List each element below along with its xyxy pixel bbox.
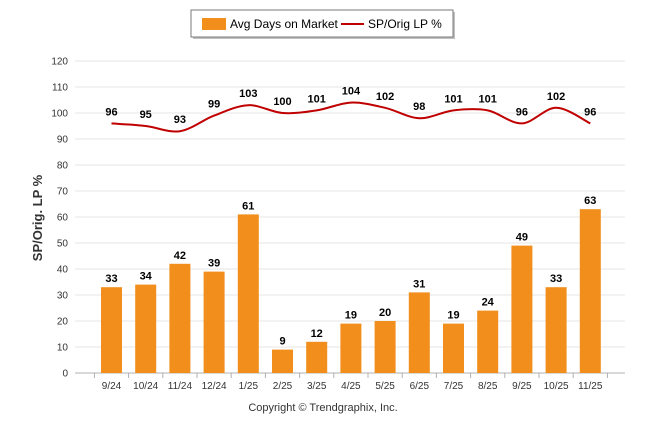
x-tick-label: 6/25 [410,381,430,392]
bar-value-label: 19 [447,310,459,322]
x-tick-label: 3/25 [307,381,327,392]
y-tick-label: 10 [57,343,69,354]
line-value-label: 101 [444,93,462,105]
bar-value-label: 12 [311,328,323,340]
bar-value-label: 20 [379,307,391,319]
line-value-label: 93 [174,114,186,126]
x-tick-label: 10/24 [133,381,158,392]
bar-10-25 [545,287,567,373]
legend: Avg Days on Market SP/Orig LP % [190,9,455,39]
bar-data-labels: 33 34 42 39 61 9 12 19 20 31 19 24 49 33 63 [105,195,596,347]
y-tick-label: 0 [62,369,68,380]
x-tick-label: 5/25 [375,381,395,392]
line-value-label: 101 [479,93,497,105]
bar-9-24 [101,287,122,373]
y-tick-label: 40 [57,265,69,276]
bar-1-25 [237,214,259,373]
bar-value-label: 19 [345,310,357,322]
bar-11-24 [169,263,191,373]
y-tick-label: 60 [57,213,69,224]
bar-11-25 [579,209,601,373]
bar-12-24 [203,271,225,373]
bar-8-25 [477,310,499,373]
y-tick-label: 110 [52,83,68,94]
x-tick-label: 4/25 [341,381,361,392]
x-tick-label: 11/25 [578,381,603,392]
legend-item-days-on-market: Avg Days on Market [230,17,338,31]
line-value-label: 104 [342,86,361,98]
y-tick-label: 120 [51,57,68,68]
bar-2-25 [272,349,293,373]
line-series [111,101,591,133]
y-tick-label: 20 [57,317,69,328]
y-tick-label: 100 [51,109,68,120]
line-data-labels: 96 95 93 99 103 100 101 104 102 98 101 101 96 102 96 [105,86,596,127]
bar-value-label: 31 [413,278,425,290]
bar-value-label: 49 [516,232,528,244]
line-value-label: 95 [140,109,152,121]
line-value-label: 100 [273,96,291,108]
line-value-label: 102 [547,91,565,103]
x-tick-label: 8/25 [478,381,498,392]
bar-series [101,209,601,373]
line-value-label: 102 [376,91,394,103]
bar-value-label: 34 [140,271,153,283]
bar-value-label: 39 [208,258,220,270]
bar-value-label: 33 [550,273,562,285]
copyright-text: Copyright © Trendgraphix, Inc. [248,402,398,414]
bar-value-label: 42 [174,250,186,262]
x-tick-label: 1/25 [239,381,259,392]
y-tick-label: 80 [57,161,69,172]
bar-6-25 [408,292,430,373]
line-value-label: 103 [239,88,257,100]
y-tick-label: 90 [57,135,69,146]
bar-value-label: 9 [279,336,285,348]
x-tick-label: 12/24 [202,381,227,392]
x-tick-label: 9/25 [512,381,532,392]
x-tick-label: 2/25 [273,381,293,392]
x-tick-label: 10/25 [544,381,569,392]
bar-7-25 [443,323,464,373]
bar-10-24 [135,284,157,373]
legend-bar-swatch [202,18,226,30]
sp-orig-lp-line [111,101,591,133]
bar-value-label: 63 [584,195,596,207]
line-value-label: 96 [516,106,528,118]
bar-value-label: 24 [482,297,495,309]
bar-value-label: 33 [105,273,117,285]
y-axis-ticks: 0 10 20 30 40 50 60 70 80 90 100 110 120 [51,57,68,380]
line-value-label: 96 [584,106,596,118]
line-value-label: 98 [413,101,425,113]
bar-4-25 [340,323,362,373]
y-tick-label: 30 [57,291,69,302]
x-tick-label: 7/25 [444,381,464,392]
bar-9-25 [511,245,533,373]
line-value-label: 96 [105,106,117,118]
x-tick-label: 11/24 [168,381,193,392]
bar-value-label: 61 [242,200,254,212]
bar-5-25 [374,321,396,373]
line-value-label: 99 [208,99,220,111]
x-tick-label: 9/24 [102,381,122,392]
bar-3-25 [306,341,328,373]
y-tick-label: 70 [57,187,69,198]
legend-item-sp-orig-lp: SP/Orig LP % [368,17,442,31]
y-axis-label: SP/Orig. LP % [30,174,45,261]
line-value-label: 101 [308,93,326,105]
y-tick-label: 50 [57,239,69,250]
x-axis-ticks: 9/24 10/24 11/24 12/24 1/25 2/25 3/25 4/25 5/25 6… [93,373,608,392]
